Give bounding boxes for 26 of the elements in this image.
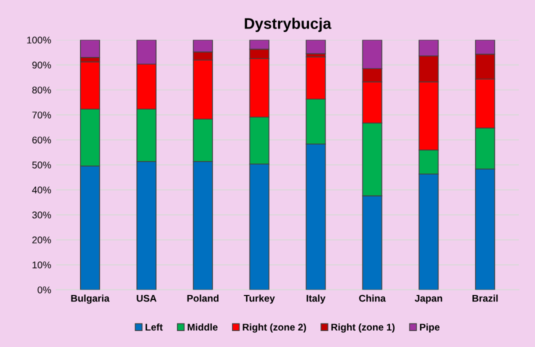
y-tick-label: 10% bbox=[32, 261, 51, 268]
y-tick-label: 60% bbox=[32, 136, 51, 144]
x-tick-label: Poland bbox=[187, 294, 218, 302]
x-tick-label: China bbox=[359, 294, 386, 302]
y-tick-label: 90% bbox=[32, 62, 51, 69]
bar bbox=[306, 40, 326, 54]
x-tick-label: Brazil bbox=[472, 294, 498, 302]
y-tick-label: 80% bbox=[32, 86, 51, 94]
chart-title: Dystrybucja bbox=[244, 18, 332, 32]
y-tick-label: 50% bbox=[32, 162, 51, 168]
y-tick-label: 100% bbox=[27, 36, 51, 44]
legend-label: Right (zone 2) bbox=[242, 323, 306, 333]
x-tick-label: Italy bbox=[306, 294, 326, 304]
y-tick-label: 0% bbox=[38, 286, 51, 294]
x-tick-label: Japan bbox=[414, 294, 442, 304]
y-tick-label: 20% bbox=[32, 236, 51, 244]
y-tick-label: 40% bbox=[32, 186, 51, 194]
legend-label: Left bbox=[146, 323, 163, 331]
legend-label: Middle bbox=[188, 323, 218, 331]
x-tick-label: Turkey bbox=[244, 294, 275, 304]
x-tick-label: Bulgaria bbox=[71, 294, 110, 304]
y-tick-label: 70% bbox=[32, 112, 51, 118]
legend-label: Right (zone 1) bbox=[331, 323, 395, 333]
x-tick-label: USA bbox=[136, 294, 156, 302]
legend-label: Pipe bbox=[420, 323, 440, 333]
y-tick-label: 30% bbox=[32, 212, 51, 218]
